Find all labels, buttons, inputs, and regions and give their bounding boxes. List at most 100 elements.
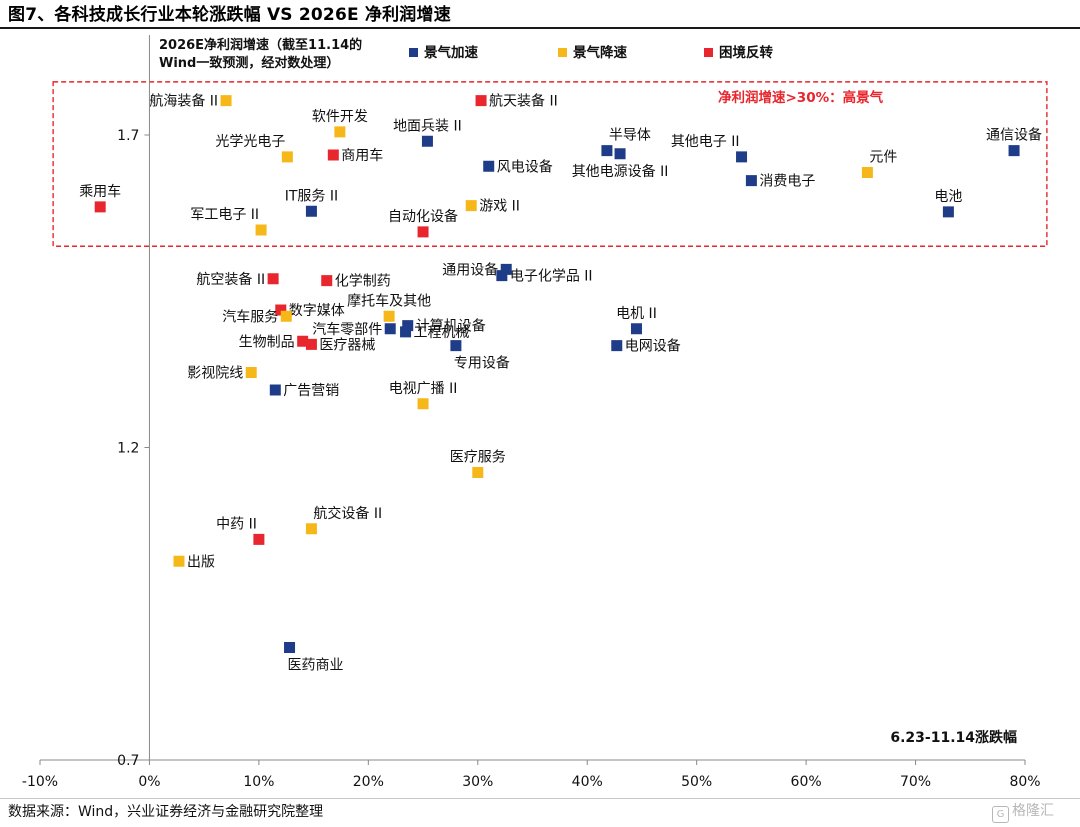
y-tick-label: 1.2 xyxy=(117,441,139,457)
x-tick-label: 80% xyxy=(1009,774,1040,790)
figure-title: 图7、各科技成长行业本轮涨跌幅 VS 2026E 净利润增速 xyxy=(8,5,451,25)
legend-label-turn: 困境反转 xyxy=(719,44,773,61)
data-point xyxy=(483,160,495,172)
data-label: 电机 II xyxy=(616,306,657,322)
data-point xyxy=(305,205,317,217)
data-point xyxy=(861,167,873,178)
legend-marker-accel xyxy=(409,48,418,57)
data-point xyxy=(334,126,346,138)
scatter-chart: 净利润增速>30%：高景气 -10% 0% 10% 20% 30% 40% 50% 60% 70… xyxy=(22,35,1048,790)
data-label: 航海装备 II xyxy=(149,93,218,110)
y-tick-label: 1.7 xyxy=(117,128,139,144)
data-label: 专用设备 xyxy=(454,355,510,372)
watermark-icon: G xyxy=(992,806,1009,823)
data-label: 半导体 xyxy=(609,128,651,144)
data-point xyxy=(745,175,757,187)
data-label: 乘用车 xyxy=(79,183,121,200)
x-tick-label: 50% xyxy=(681,774,712,790)
data-point xyxy=(305,338,317,350)
watermark-logo: G 格隆汇 xyxy=(992,800,1054,823)
title-rule xyxy=(0,27,1080,29)
source-note: 数据来源：Wind，兴业证券经济与金融研究院整理 xyxy=(8,804,324,820)
data-label: 汽车服务 xyxy=(222,308,278,325)
data-point xyxy=(475,95,487,107)
x-tick-label: 0% xyxy=(138,774,160,790)
data-label: 影视院线 xyxy=(187,366,243,382)
data-point xyxy=(472,467,484,478)
x-tick-label: 10% xyxy=(243,774,274,790)
data-label: 航空装备 II xyxy=(196,271,265,288)
x-tick-label: 20% xyxy=(353,774,384,790)
data-point xyxy=(305,523,317,535)
data-label: 航交设备 II xyxy=(313,505,382,522)
x-axis-label: 6.23-11.14涨跌幅 xyxy=(890,729,1017,746)
data-point xyxy=(327,149,339,161)
data-point xyxy=(400,326,412,338)
x-tick-label: 40% xyxy=(572,774,603,790)
legend-marker-decel xyxy=(558,48,567,57)
y-axis-label: 2026E净利润增速（截至11.14的 xyxy=(159,37,362,53)
data-label: 军工电子 II xyxy=(190,207,259,223)
data-point xyxy=(601,145,613,157)
data-point xyxy=(736,151,748,163)
data-label: 其他电源设备 II xyxy=(572,163,669,180)
data-label: 其他电子 II xyxy=(671,134,740,150)
data-label: 元件 xyxy=(869,150,897,166)
data-point xyxy=(630,323,642,335)
data-label: 广告营销 xyxy=(283,383,339,399)
data-label: 风电设备 xyxy=(497,158,553,175)
data-point xyxy=(942,206,954,218)
data-point xyxy=(402,320,414,332)
data-point xyxy=(297,335,309,347)
legend-label-accel: 景气加速 xyxy=(424,44,478,61)
data-label: 软件开发 xyxy=(312,109,368,125)
data-point xyxy=(384,323,396,335)
data-point xyxy=(280,310,292,322)
data-point xyxy=(255,224,267,236)
data-label: 汽车零部件 xyxy=(312,321,382,338)
data-point xyxy=(465,200,477,212)
data-point xyxy=(496,270,508,282)
data-point xyxy=(417,226,429,238)
data-point xyxy=(94,201,106,213)
data-label: 数字媒体 xyxy=(289,303,345,319)
data-label: 医疗器械 xyxy=(319,337,375,353)
data-point xyxy=(614,148,626,160)
data-label: 光学光电子 xyxy=(215,134,285,150)
data-label: 通用设备 xyxy=(442,261,498,278)
data-label: 地面兵装 II xyxy=(393,118,462,134)
data-label: 工程机械 xyxy=(414,325,470,341)
y-tick-label: 0.7 xyxy=(117,753,139,769)
data-label: 出版 xyxy=(187,554,215,570)
data-point xyxy=(321,275,333,287)
data-label: 摩托车及其他 xyxy=(347,292,431,309)
data-label: 中药 II xyxy=(216,516,257,532)
data-label: 自动化设备 xyxy=(388,208,458,225)
data-label: 航天装备 II xyxy=(489,93,558,110)
data-point xyxy=(417,398,429,410)
watermark-text: 格隆汇 xyxy=(1012,803,1054,819)
legend-marker-turn xyxy=(704,48,713,57)
data-point xyxy=(284,642,296,653)
x-tick-label: -10% xyxy=(22,774,58,790)
high-growth-annotation: 净利润增速>30%：高景气 xyxy=(718,89,884,106)
data-point xyxy=(611,340,623,352)
data-point xyxy=(269,384,281,396)
data-label: 商用车 xyxy=(341,147,383,164)
data-point xyxy=(173,555,185,567)
data-label: 医疗服务 xyxy=(450,450,506,466)
data-point xyxy=(281,151,293,163)
data-point xyxy=(253,533,265,545)
data-point xyxy=(275,304,287,316)
data-point xyxy=(220,95,232,107)
data-label: 电网设备 xyxy=(625,338,681,355)
data-label: 电池 xyxy=(934,189,962,205)
data-point xyxy=(421,135,433,147)
data-label: 化学制药 xyxy=(335,274,391,290)
x-tick-label: 70% xyxy=(900,774,931,790)
data-point xyxy=(383,310,395,322)
data-point xyxy=(500,263,512,275)
x-tick-label: 30% xyxy=(462,774,493,790)
high-growth-box xyxy=(52,81,1048,247)
data-label: 计算机设备 xyxy=(416,318,486,335)
